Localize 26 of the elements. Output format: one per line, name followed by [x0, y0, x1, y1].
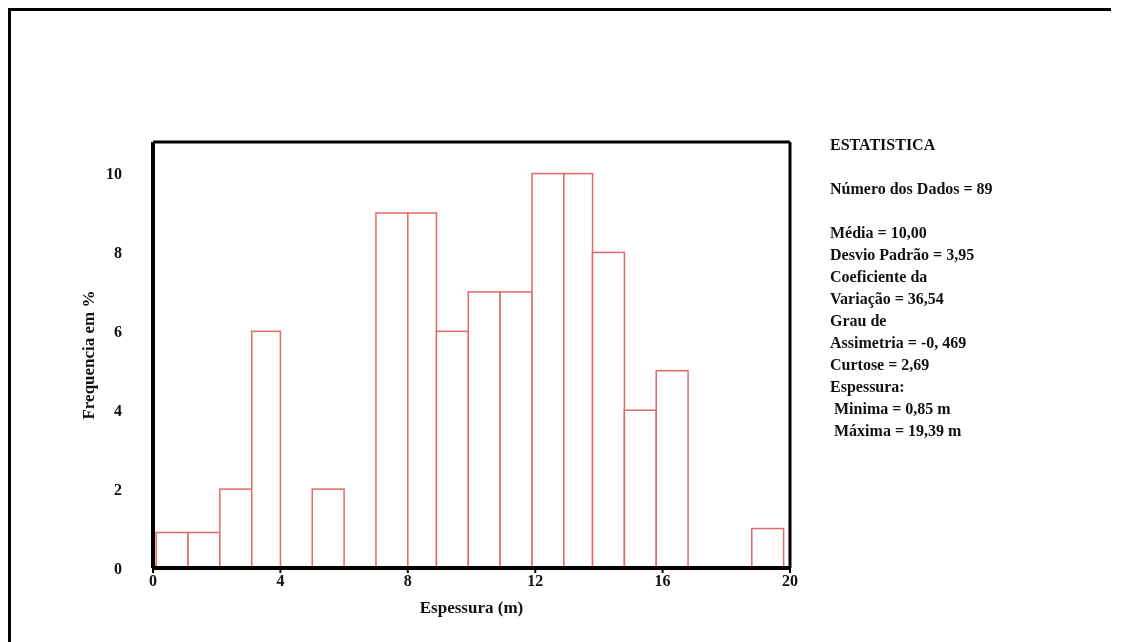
x-tick-label: 16 [654, 572, 671, 590]
text: Desvio Padrão = 3,95 [830, 245, 976, 265]
text: Grau de [830, 311, 888, 331]
text: Máxima = 19,39 m [833, 421, 963, 441]
text: Variação = 36,54 [830, 289, 945, 310]
x-tick-label: 0 [149, 572, 157, 590]
x-tick-label: 8 [403, 572, 412, 590]
x-tick-label: 4 [276, 572, 285, 590]
text: Número dos Dados = 89 [830, 179, 993, 199]
text: ESTATISTICA [830, 135, 937, 155]
y-tick-label: 2 [114, 480, 122, 498]
text: Assimetria = -0, 469 [830, 333, 968, 353]
text: Coeficiente da [830, 267, 929, 287]
y-tick-label: 8 [114, 244, 122, 262]
x-tick-label: 12 [527, 572, 544, 590]
y-axis-title: Frequencia em % [79, 290, 99, 420]
text: Média = 10,00 [830, 223, 928, 243]
text: Espessura: [830, 377, 906, 398]
text: Minima = 0,85 m [833, 399, 952, 419]
y-tick-label: 4 [114, 401, 122, 419]
y-tick-label: 6 [114, 323, 122, 341]
text: Curtose = 2,69 [830, 355, 931, 375]
y-tick-label: 10 [106, 165, 122, 183]
y-tick-label: 0 [114, 559, 122, 577]
x-tick-label: 20 [782, 572, 798, 590]
x-axis-title: Espessura (m) [419, 598, 524, 617]
